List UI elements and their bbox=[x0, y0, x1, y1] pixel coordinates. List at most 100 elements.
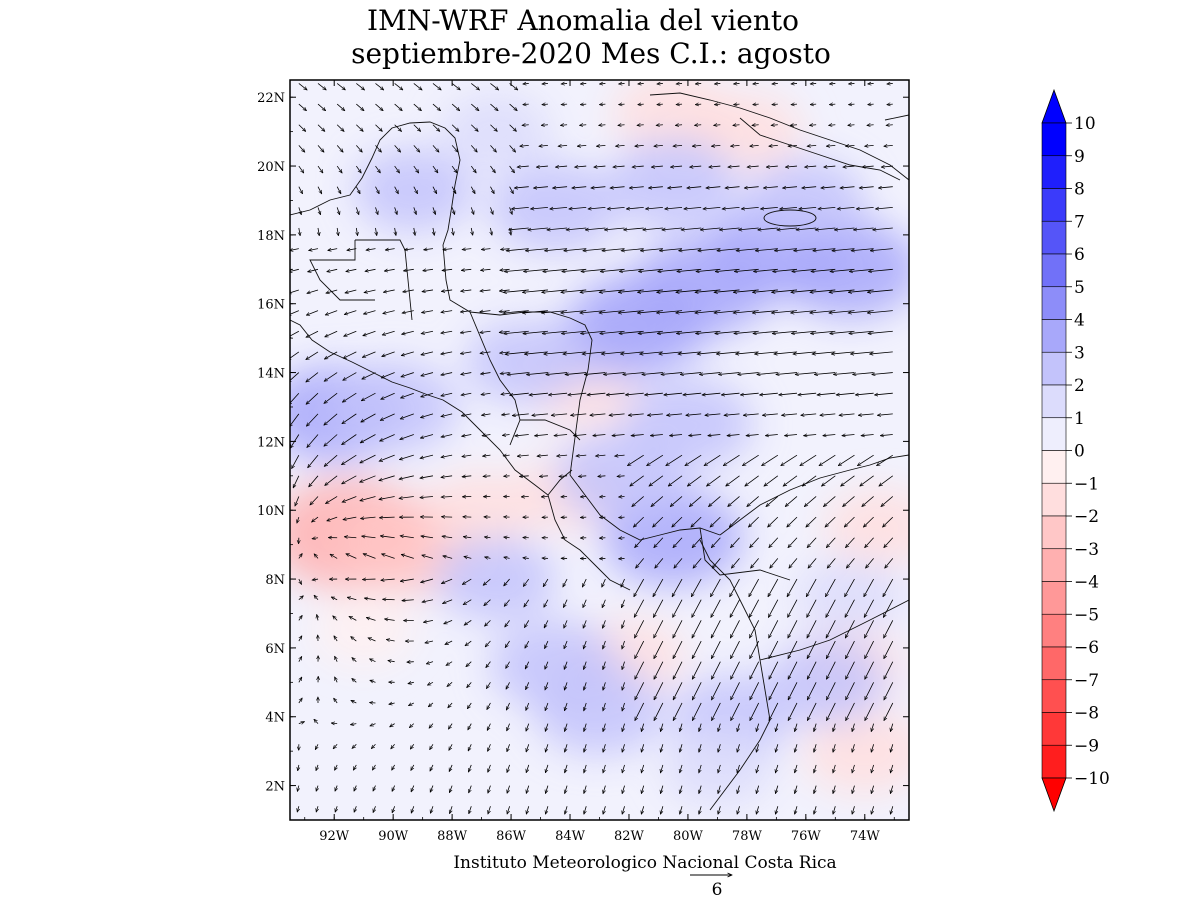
wind-vector bbox=[672, 578, 683, 597]
wind-vector bbox=[610, 187, 625, 188]
wind-vector bbox=[768, 578, 779, 597]
wind-vector bbox=[880, 435, 893, 436]
wind-vector bbox=[620, 578, 625, 587]
wind-vector bbox=[873, 227, 893, 230]
wind-vector bbox=[584, 806, 586, 814]
wind-vector bbox=[737, 785, 739, 794]
wind-vector bbox=[622, 806, 624, 814]
x-tick-label: 74W bbox=[850, 829, 881, 844]
wind-vector bbox=[693, 558, 702, 568]
wind-vector bbox=[653, 661, 664, 680]
wind-vector bbox=[316, 764, 318, 771]
wind-vector bbox=[749, 578, 760, 597]
wind-vector bbox=[788, 640, 798, 659]
colorbar-extend-bottom bbox=[1041, 777, 1067, 813]
wind-vector bbox=[386, 639, 395, 641]
wind-vector bbox=[365, 269, 376, 271]
wind-vector bbox=[808, 558, 817, 568]
wind-vector bbox=[400, 536, 414, 539]
wind-vector bbox=[298, 145, 305, 152]
wind-vector bbox=[355, 186, 360, 194]
wind-vector bbox=[401, 392, 414, 398]
wind-vector bbox=[430, 744, 434, 749]
wind-vector bbox=[480, 352, 491, 353]
wind-vector bbox=[785, 166, 798, 167]
wind-vector bbox=[317, 103, 326, 111]
wind-vector bbox=[356, 83, 364, 90]
wind-vector bbox=[432, 103, 441, 111]
wind-vector bbox=[324, 372, 338, 382]
wind-vector bbox=[430, 785, 434, 793]
wind-vector bbox=[820, 414, 836, 415]
wind-vector bbox=[833, 785, 835, 794]
wind-vector bbox=[523, 558, 529, 559]
wind-vector bbox=[884, 145, 893, 146]
colorbar-bin bbox=[1041, 548, 1067, 582]
wind-vector bbox=[599, 125, 606, 126]
anomaly-region bbox=[662, 729, 773, 807]
wind-vector bbox=[449, 785, 453, 793]
colorbar-bin bbox=[1041, 351, 1067, 386]
wind-vector bbox=[622, 764, 624, 773]
wind-vector bbox=[580, 125, 587, 126]
wind-vector bbox=[561, 104, 568, 105]
wind-vector bbox=[800, 454, 817, 466]
wind-vector bbox=[317, 83, 326, 90]
wind-vector bbox=[351, 700, 357, 703]
wind-vector bbox=[450, 806, 453, 813]
wind-vector bbox=[399, 475, 414, 479]
wind-vector bbox=[362, 372, 376, 380]
wind-vector bbox=[403, 290, 414, 292]
wind-vector bbox=[692, 145, 702, 146]
wind-vector bbox=[505, 702, 510, 710]
institution-credit: Instituto Meteorologico Nacional Costa R… bbox=[453, 853, 836, 873]
wind-vector bbox=[298, 596, 304, 601]
wind-vector bbox=[584, 785, 586, 794]
wind-vector bbox=[744, 187, 759, 188]
wind-vector bbox=[842, 435, 855, 436]
wind-vector bbox=[864, 661, 874, 680]
wind-vector bbox=[699, 806, 701, 814]
wind-vector bbox=[670, 166, 683, 167]
wind-vector bbox=[324, 454, 338, 466]
wind-vector bbox=[787, 702, 798, 721]
wind-vector bbox=[568, 393, 587, 395]
wind-vector bbox=[645, 207, 663, 209]
wind-vector bbox=[619, 104, 625, 105]
wind-vector bbox=[446, 661, 453, 666]
wind-vector bbox=[759, 393, 778, 395]
anomaly-region bbox=[534, 664, 665, 756]
wind-vector bbox=[344, 537, 357, 538]
wind-vector bbox=[651, 166, 663, 167]
wind-vector bbox=[726, 475, 740, 486]
wind-vector bbox=[413, 103, 422, 111]
colorbar-bin bbox=[1041, 253, 1067, 288]
wind-vector bbox=[334, 677, 338, 683]
wind-vector bbox=[845, 599, 855, 618]
wind-vector bbox=[730, 702, 740, 721]
wind-vector bbox=[692, 640, 702, 659]
wind-vector bbox=[848, 104, 855, 105]
wind-vector bbox=[502, 414, 510, 415]
wind-vector bbox=[547, 227, 568, 230]
wind-vector bbox=[298, 124, 306, 132]
wind-vector bbox=[363, 310, 376, 314]
wind-vector bbox=[460, 311, 472, 312]
anomaly-region bbox=[745, 158, 866, 243]
wind-vector bbox=[314, 719, 319, 724]
wind-vector bbox=[536, 166, 548, 167]
wind-vector bbox=[483, 578, 491, 585]
wind-vector bbox=[509, 124, 517, 132]
wind-vector bbox=[355, 165, 361, 173]
wind-vector bbox=[691, 661, 702, 680]
x-tick-label: 86W bbox=[496, 829, 527, 844]
wind-vector bbox=[788, 537, 798, 548]
wind-vector bbox=[788, 599, 798, 618]
wind-vector bbox=[443, 556, 453, 559]
wind-vector bbox=[680, 764, 682, 773]
inland-border-4 bbox=[699, 527, 791, 581]
wind-vector bbox=[769, 537, 779, 548]
wind-vector bbox=[470, 165, 476, 173]
wind-vector bbox=[632, 166, 644, 167]
